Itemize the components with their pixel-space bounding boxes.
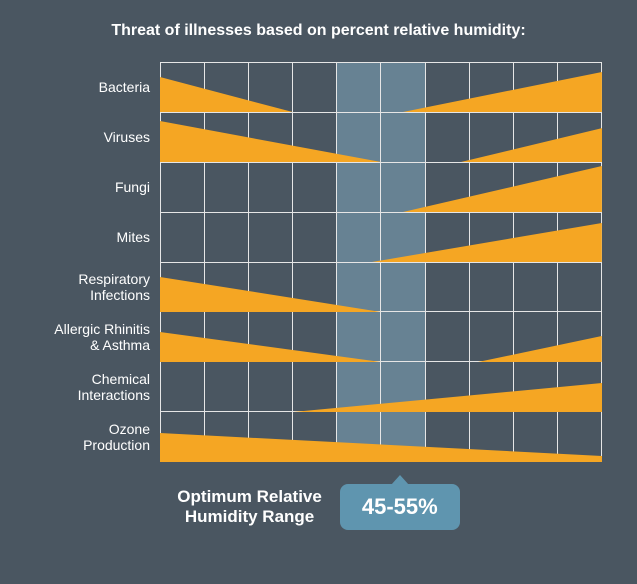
threat-row: Fungi — [160, 162, 602, 212]
threat-row: ChemicalInteractions — [160, 362, 602, 412]
threat-row: RespiratoryInfections — [160, 262, 602, 312]
threat-label: Allergic Rhinitis& Asthma — [20, 321, 160, 353]
chart: BacteriaVirusesFungiMitesRespiratoryInfe… — [160, 62, 602, 462]
threat-wedge — [372, 223, 602, 262]
threat-label: Viruses — [20, 129, 160, 145]
page: Threat of illnesses based on percent rel… — [0, 0, 637, 584]
threat-label: Bacteria — [20, 79, 160, 95]
threat-wedge — [293, 383, 602, 412]
threat-wedge — [403, 166, 602, 212]
footer: Optimum RelativeHumidity Range 45-55% — [0, 484, 637, 530]
chart-rows: BacteriaVirusesFungiMitesRespiratoryInfe… — [160, 62, 602, 462]
threat-wedge — [403, 72, 602, 112]
threat-label: Mites — [20, 229, 160, 245]
threat-label: ChemicalInteractions — [20, 371, 160, 403]
badge-tail-icon — [391, 475, 409, 485]
threat-wedge — [160, 77, 293, 112]
threat-row: Bacteria — [160, 62, 602, 112]
threat-label: Fungi — [20, 179, 160, 195]
threat-label: RespiratoryInfections — [20, 271, 160, 303]
threat-row: OzoneProduction — [160, 412, 602, 462]
optimum-badge-wrap: 45-55% — [340, 484, 460, 530]
threat-wedge — [478, 336, 602, 362]
threat-label: OzoneProduction — [20, 421, 160, 453]
optimum-label: Optimum RelativeHumidity Range — [177, 487, 322, 528]
chart-title: Threat of illnesses based on percent rel… — [0, 0, 637, 58]
threat-wedge — [160, 433, 602, 462]
threat-row: Viruses — [160, 112, 602, 162]
threat-row: Mites — [160, 212, 602, 262]
threat-wedge — [160, 277, 381, 312]
threat-wedge — [160, 332, 381, 362]
threat-wedge — [160, 121, 381, 162]
threat-wedge — [461, 128, 602, 162]
optimum-badge: 45-55% — [340, 484, 460, 530]
threat-row: Allergic Rhinitis& Asthma — [160, 312, 602, 362]
